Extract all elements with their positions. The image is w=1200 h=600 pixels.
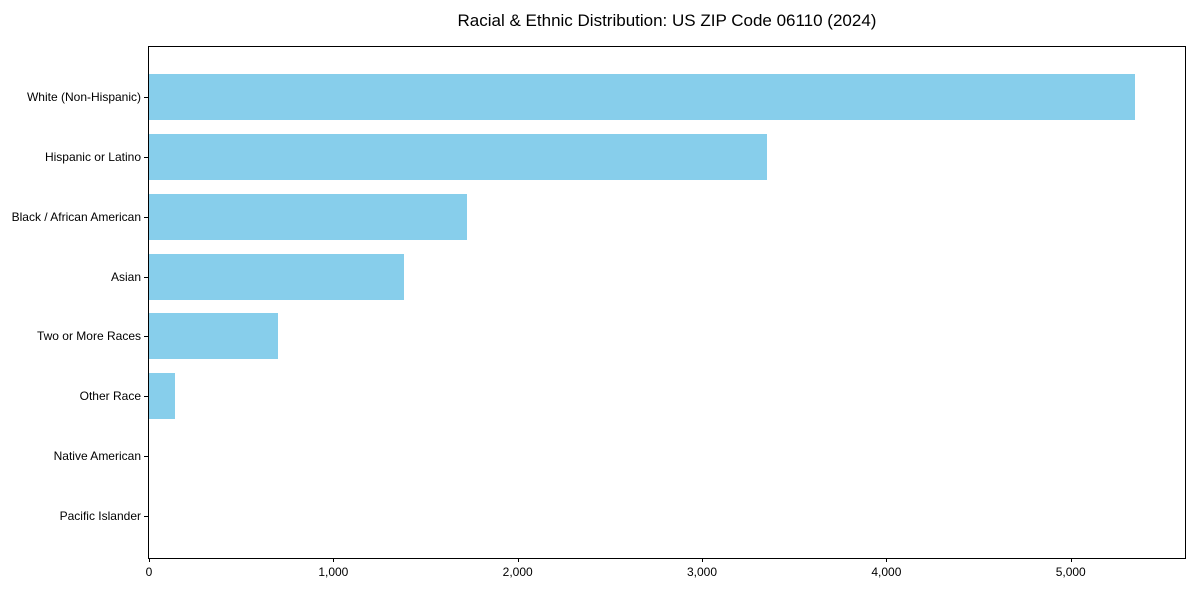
y-tick-mark — [144, 396, 148, 398]
y-tick-label: Asian — [110, 269, 141, 284]
y-tick-mark — [144, 336, 148, 338]
y-tick-mark — [144, 276, 148, 278]
x-tick-mark — [333, 558, 335, 562]
y-tick-label: Hispanic or Latino — [44, 149, 141, 164]
y-tick-label: White (Non-Hispanic) — [26, 89, 141, 104]
bar-row: Hispanic or Latino — [45, 127, 1185, 187]
bar-row: Asian — [111, 247, 1185, 307]
bar — [149, 373, 175, 420]
y-tick-label: Black / African American — [11, 209, 141, 224]
x-tick-mark — [886, 558, 888, 562]
x-tick-mark — [517, 558, 519, 562]
y-tick-mark — [144, 96, 148, 98]
bar — [149, 73, 1136, 120]
x-tick-label: 3,000 — [687, 565, 718, 579]
x-tick-label: 4,000 — [871, 565, 902, 579]
y-tick-label: Pacific Islander — [59, 509, 141, 524]
bar-row: Pacific Islander — [60, 486, 1185, 546]
y-tick-mark — [144, 516, 148, 518]
y-tick-mark — [144, 456, 148, 458]
x-tick-label: 5,000 — [1055, 565, 1086, 579]
y-tick-label: Two or More Races — [36, 329, 141, 344]
bar — [149, 313, 279, 360]
y-tick-label: Other Race — [79, 389, 141, 404]
chart-title: Racial & Ethnic Distribution: US ZIP Cod… — [457, 11, 877, 30]
y-tick-label: Native American — [53, 449, 141, 464]
bar — [149, 253, 405, 300]
y-tick-mark — [144, 156, 148, 158]
bar-rows-container: White (Non-Hispanic) Hispanic or Latino Bl… — [12, 47, 1185, 558]
bar-row: White (Non-Hispanic) — [27, 67, 1185, 127]
bar-row: Black / African American — [12, 187, 1185, 247]
x-tick-mark — [702, 558, 704, 562]
y-tick-mark — [144, 216, 148, 218]
plot-area: White (Non-Hispanic) Hispanic or Latino Bl… — [12, 46, 1186, 579]
bar — [149, 193, 467, 240]
x-tick-label: 1,000 — [318, 565, 349, 579]
x-tick-label: 2,000 — [502, 565, 533, 579]
bar-row: Other Race — [80, 366, 1185, 426]
x-tick-mark — [149, 558, 150, 562]
x-tick-label: 0 — [145, 565, 153, 579]
bar — [149, 133, 767, 180]
bar-row: Native American — [54, 426, 1185, 486]
x-tick-mark — [1070, 558, 1072, 562]
bar-row: Two or More Races — [37, 307, 1185, 367]
